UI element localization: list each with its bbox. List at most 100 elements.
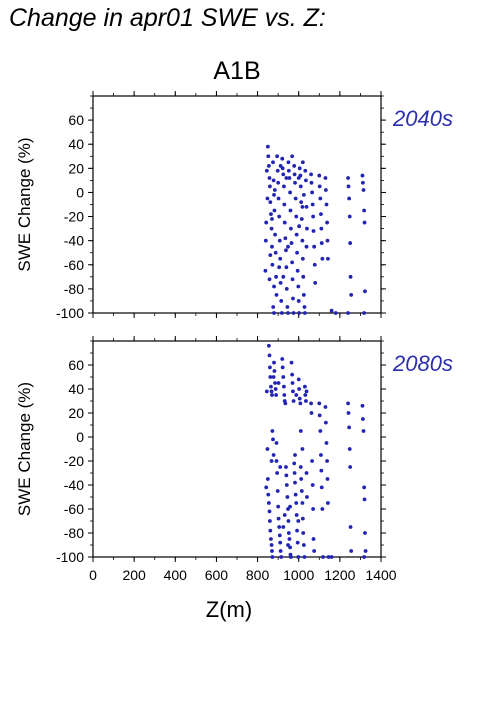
data-point: [291, 389, 295, 394]
y-axis-label: SWE Change (%): [15, 382, 34, 516]
data-point: [283, 401, 288, 406]
data-point: [311, 214, 316, 219]
data-point: [295, 268, 300, 273]
y-tick-label: -40: [64, 233, 84, 249]
y-tick-label: -80: [64, 525, 84, 541]
data-point: [275, 471, 280, 475]
data-point: [268, 375, 273, 379]
data-point: [274, 393, 278, 397]
data-point: [290, 154, 295, 159]
data-point: [284, 483, 289, 487]
data-point: [292, 172, 297, 177]
data-point: [277, 533, 282, 538]
y-tick-label: 0: [76, 184, 84, 200]
data-point: [286, 168, 291, 173]
data-point: [271, 305, 276, 309]
data-point: [326, 501, 330, 505]
data-point: [301, 274, 306, 279]
data-point: [278, 280, 283, 285]
y-tick-label: -100: [56, 549, 84, 565]
data-point: [347, 425, 352, 430]
data-point: [299, 489, 304, 493]
data-point: [289, 360, 294, 365]
data-point: [300, 205, 305, 209]
x-tick-label: 0: [89, 567, 97, 583]
data-point: [281, 274, 286, 279]
data-point: [299, 200, 304, 204]
data-point: [273, 232, 277, 237]
data-point: [323, 176, 328, 180]
data-point: [347, 214, 352, 219]
data-point: [303, 168, 308, 173]
data-point: [310, 459, 314, 463]
data-point: [347, 447, 352, 451]
data-point: [265, 477, 270, 481]
data-point: [271, 453, 276, 457]
data-point: [362, 485, 367, 490]
data-point: [276, 504, 281, 509]
y-tick-label: 40: [68, 136, 84, 152]
data-point: [267, 353, 272, 358]
y-axis-label: SWE Change (%): [15, 137, 34, 271]
data-point: [290, 260, 295, 265]
data-point: [321, 555, 325, 559]
plot-frame: [92, 340, 382, 558]
data-point: [270, 555, 275, 559]
data-point: [280, 156, 285, 161]
data-point: [272, 208, 277, 213]
data-point: [301, 293, 306, 297]
data-point: [305, 495, 309, 499]
data-point: [274, 441, 279, 445]
data-point: [266, 154, 271, 159]
data-point: [278, 540, 283, 545]
data-point: [279, 299, 284, 303]
data-point: [348, 465, 353, 469]
y-tick-label: -40: [64, 477, 84, 493]
plot-frame: [92, 95, 382, 314]
data-point: [299, 477, 304, 481]
y-tick-label: -60: [64, 257, 84, 273]
data-point: [309, 401, 313, 406]
data-point: [317, 401, 322, 406]
data-point: [276, 180, 281, 185]
data-point: [319, 241, 324, 245]
data-point: [284, 265, 289, 270]
data-point: [269, 226, 274, 231]
data-point: [280, 365, 285, 370]
data-point: [265, 196, 270, 201]
panel-label: 2080s: [392, 351, 453, 376]
y-tick-label: 40: [68, 381, 84, 397]
data-point: [277, 214, 282, 219]
y-tick-label: -60: [64, 501, 84, 517]
data-point: [291, 399, 296, 403]
data-point: [291, 296, 295, 301]
data-point: [286, 160, 291, 165]
x-axis-label: Z(m): [206, 597, 252, 622]
data-point: [323, 405, 328, 409]
data-point: [325, 459, 330, 463]
data-point: [270, 549, 274, 553]
data-point: [272, 369, 277, 373]
y-tick-label: -20: [64, 453, 84, 469]
data-point: [270, 262, 275, 267]
data-point: [268, 365, 272, 370]
data-point: [326, 555, 331, 559]
data-point: [282, 202, 287, 207]
data-point: [265, 144, 270, 149]
data-point: [287, 537, 292, 541]
data-point: [300, 501, 305, 505]
data-point: [363, 531, 367, 535]
data-point: [285, 495, 290, 499]
data-point: [363, 289, 367, 294]
data-point: [324, 202, 329, 207]
data-point: [298, 429, 303, 433]
data-point: [329, 308, 334, 313]
data-point: [297, 396, 302, 401]
data-point: [277, 525, 282, 529]
data-point: [346, 401, 350, 406]
data-point: [263, 268, 268, 273]
data-point: [313, 280, 318, 285]
data-point: [304, 205, 309, 209]
data-point: [302, 384, 307, 389]
data-point: [293, 453, 297, 457]
